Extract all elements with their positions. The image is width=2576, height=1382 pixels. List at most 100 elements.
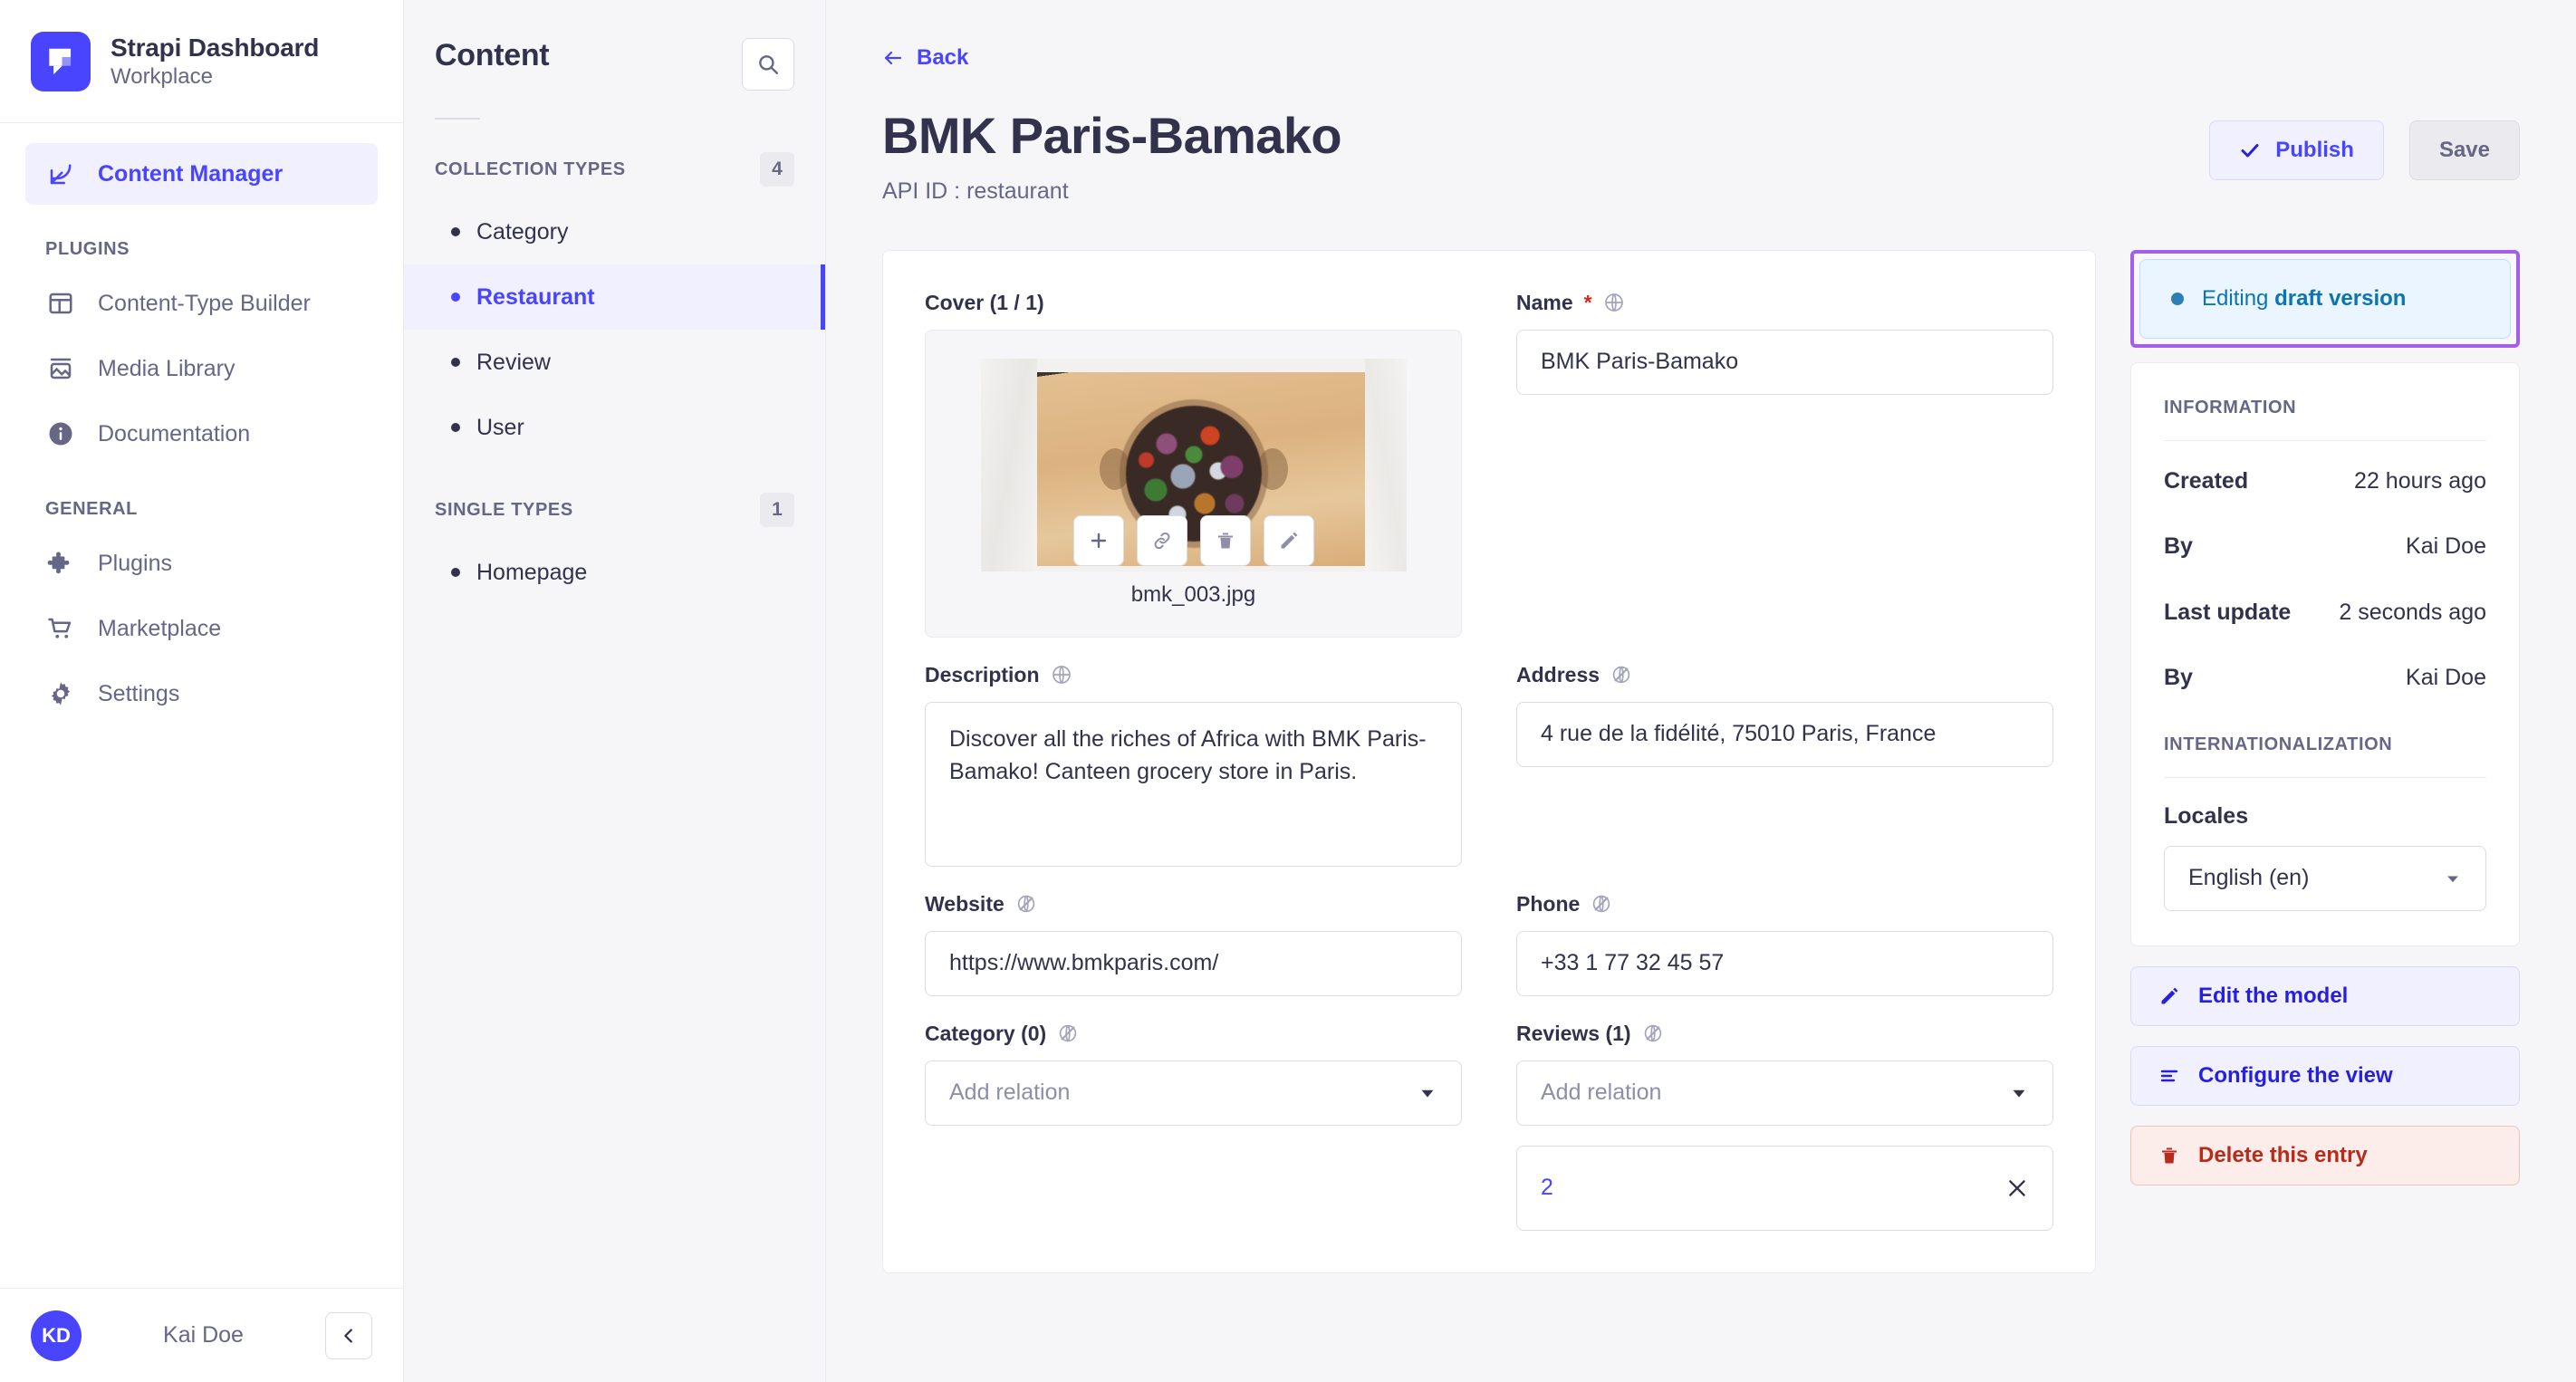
ct-item-user[interactable]: User [404, 395, 825, 460]
pencil-icon [2158, 985, 2180, 1007]
sidebar-item-content-manager[interactable]: Content Manager [25, 143, 378, 205]
info-key: Created [2164, 467, 2249, 494]
info-key: Last update [2164, 599, 2292, 625]
delete-this-entry-button[interactable]: Delete this entry [2130, 1125, 2520, 1185]
back-label: Back [917, 45, 969, 70]
panel-divider [435, 118, 480, 120]
bullet-icon [451, 293, 460, 302]
brand-header: Strapi Dashboard Workplace [0, 0, 403, 123]
ct-item-review[interactable]: Review [404, 330, 825, 395]
collection-types-header: COLLECTION TYPES 4 [404, 120, 825, 199]
add-asset-button[interactable] [1072, 514, 1124, 566]
globe-crossed-icon [1591, 893, 1612, 915]
field-category: Category (0) Add relation [925, 1022, 1462, 1231]
edit-asset-button[interactable] [1263, 514, 1314, 566]
pencil-icon [1278, 530, 1300, 552]
close-icon[interactable] [2005, 1176, 2029, 1200]
ct-item-category[interactable]: Category [404, 199, 825, 264]
field-address: Address 4 rue de la fidélité, 75010 Par [1516, 663, 2053, 867]
check-icon [2239, 139, 2261, 161]
chevron-down-icon [2009, 1083, 2029, 1103]
information-heading: INFORMATION [2164, 397, 2297, 417]
sidebar-item-marketplace[interactable]: Marketplace [25, 598, 378, 659]
save-button[interactable]: Save [2408, 120, 2520, 180]
locale-select[interactable]: English (en) [2164, 845, 2486, 911]
ct-item-label: Restaurant [476, 283, 595, 310]
ct-item-label: User [476, 414, 524, 440]
chevron-down-icon [1418, 1083, 1437, 1103]
copy-link-button[interactable] [1136, 514, 1187, 566]
form-grid: Cover (1 / 1) [925, 291, 2053, 1231]
delete-asset-button[interactable] [1199, 514, 1251, 566]
globe-crossed-icon [1057, 1022, 1079, 1044]
field-cover: Cover (1 / 1) [925, 291, 1462, 638]
divider [2164, 439, 2486, 441]
info-value: 2 seconds ago [2339, 599, 2486, 625]
ct-item-homepage[interactable]: Homepage [404, 540, 825, 605]
locale-value: English (en) [2188, 865, 2310, 891]
ct-item-restaurant[interactable]: Restaurant [404, 264, 825, 330]
feather-icon [45, 158, 76, 189]
sidebar-item-label: Settings [98, 680, 180, 706]
info-circle-icon [45, 418, 76, 449]
name-value: BMK Paris-Bamako [1541, 349, 1739, 375]
search-button[interactable] [742, 38, 794, 91]
ct-item-label: Review [476, 349, 551, 375]
main-content: Back BMK Paris-Bamako API ID : restauran… [826, 0, 2576, 1382]
delete-this-entry-label: Delete this entry [2198, 1142, 2368, 1167]
field-name: Name * BMK Paris-Bamako [1516, 291, 2053, 638]
publish-button[interactable]: Publish [2209, 120, 2384, 180]
bullet-icon [451, 423, 460, 432]
sidebar-item-documentation[interactable]: Documentation [25, 403, 378, 465]
edit-the-model-button[interactable]: Edit the model [2130, 965, 2520, 1026]
sidebar-item-settings[interactable]: Settings [25, 663, 378, 725]
description-value: Discover all the riches of Africa with B… [949, 725, 1427, 784]
required-marker: * [1583, 290, 1592, 314]
cover-file-name: bmk_003.jpg [1130, 582, 1256, 608]
back-link[interactable]: Back [882, 45, 968, 71]
globe-crossed-icon [1610, 664, 1632, 686]
draft-status-text: Editing draft version [2202, 286, 2406, 312]
description-textarea[interactable]: Discover all the riches of Africa with B… [925, 701, 1462, 867]
info-value: Kai Doe [2406, 665, 2486, 691]
search-icon [756, 53, 780, 76]
draft-prefix: Editing [2202, 285, 2275, 311]
phone-label-text: Phone [1516, 891, 1581, 916]
cover-media-box[interactable]: bmk_003.jpg [925, 329, 1462, 638]
draft-status-badge[interactable]: Editing draft version [2139, 258, 2511, 339]
draft-status-highlight: Editing draft version [2130, 249, 2520, 348]
name-input[interactable]: BMK Paris-Bamako [1516, 329, 2053, 395]
address-label-text: Address [1516, 662, 1600, 686]
sidebar-item-label: Content-Type Builder [98, 290, 311, 316]
title-row: BMK Paris-Bamako API ID : restaurant Pub… [882, 108, 2520, 205]
sidebar-item-label: Documentation [98, 420, 251, 446]
address-value: 4 rue de la fidélité, 75010 Paris, Franc… [1541, 721, 1937, 747]
cover-tools [1072, 514, 1314, 566]
info-row-last-update: Last update 2 seconds ago [2164, 580, 2486, 646]
configure-the-view-button[interactable]: Configure the view [2130, 1045, 2520, 1106]
bullet-icon [451, 227, 460, 236]
sidebar-item-media-library[interactable]: Media Library [25, 338, 378, 399]
collapse-sidebar-button[interactable] [325, 1311, 372, 1359]
api-id-label: API ID : restaurant [882, 178, 1069, 204]
phone-input[interactable]: +33 1 77 32 45 57 [1516, 930, 2053, 996]
bullet-icon [451, 568, 460, 577]
name-label: Name * [1516, 291, 2053, 315]
website-input[interactable]: https://www.bmkparis.com/ [925, 930, 1462, 996]
globe-icon [1051, 664, 1072, 686]
info-key: By [2164, 533, 2193, 560]
trash-icon [2158, 1145, 2180, 1166]
sidebar-item-content-type-builder[interactable]: Content-Type Builder [25, 273, 378, 334]
reviews-relation-select[interactable]: Add relation [1516, 1060, 2053, 1126]
image-icon [45, 353, 76, 384]
category-relation-select[interactable]: Add relation [925, 1060, 1462, 1126]
category-placeholder: Add relation [949, 1080, 1071, 1106]
category-label: Category (0) [925, 1022, 1462, 1046]
puzzle-icon [45, 548, 76, 579]
sidebar-item-plugins[interactable]: Plugins [25, 533, 378, 594]
relation-list-item[interactable]: 2 [1516, 1145, 2053, 1231]
sidebar-footer: KD Kai Doe [0, 1288, 403, 1382]
relation-item-label: 2 [1541, 1175, 1553, 1201]
address-input[interactable]: 4 rue de la fidélité, 75010 Paris, Franc… [1516, 701, 2053, 767]
